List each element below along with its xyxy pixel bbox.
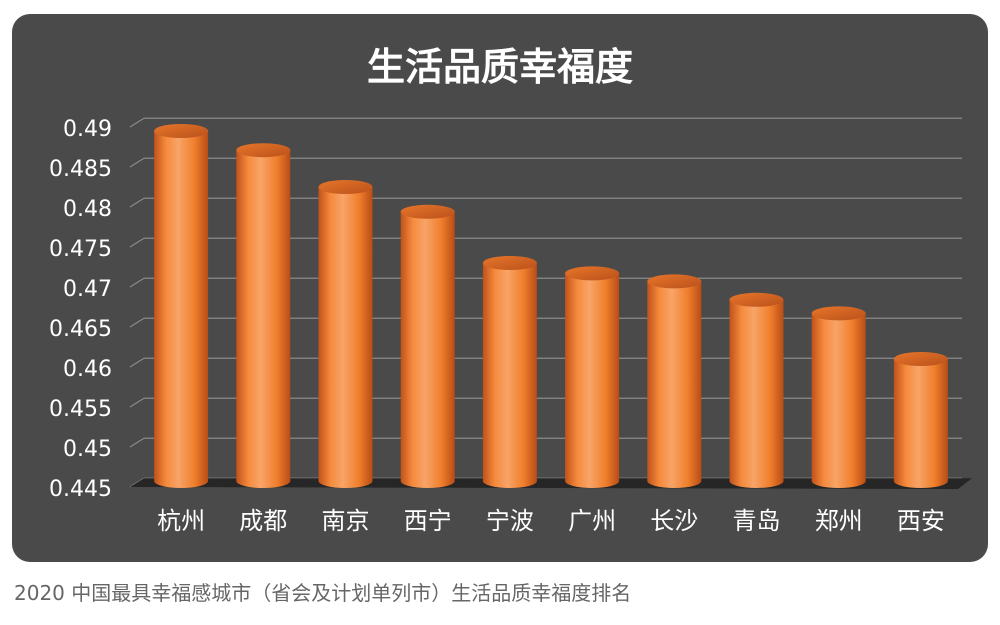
x-tick-label: 宁波 <box>486 507 534 535</box>
bar-body <box>647 281 702 488</box>
bar-cap <box>482 256 537 270</box>
bar-cap <box>236 143 291 158</box>
chart-panel: 生活品质幸福度 0.445 0.45 0.455 0.46 0.465 0.47 0.475… <box>12 14 988 562</box>
bar-body <box>482 263 537 488</box>
x-tick-label: 青岛 <box>733 507 781 535</box>
bar-body <box>154 131 209 488</box>
bar-chart: 生活品质幸福度 0.445 0.45 0.455 0.46 0.465 0.47 0.475… <box>49 45 972 535</box>
bar-cap <box>811 306 866 321</box>
x-tick-label: 郑州 <box>815 507 863 535</box>
gridline-depth <box>129 117 145 128</box>
bar <box>154 124 209 488</box>
bar-body <box>811 313 866 488</box>
figure-caption: 2020 中国最具幸福感城市（省会及计划单列市）生活品质幸福度排名 <box>14 581 632 605</box>
bar <box>647 274 702 488</box>
bars <box>154 124 948 489</box>
x-tick-label: 西宁 <box>404 507 452 535</box>
bar <box>893 352 948 488</box>
gridline-depth <box>129 317 145 328</box>
y-tick-label: 0.46 <box>63 357 112 382</box>
x-axis: 杭州 成都 南京 西宁 宁波 广州 长沙 青岛 郑州 西安 <box>157 507 945 535</box>
gridline-depth <box>129 237 145 248</box>
x-tick-label: 成都 <box>239 507 287 535</box>
x-tick-label: 杭州 <box>157 507 205 535</box>
bar-cap <box>154 124 209 138</box>
bar <box>236 143 291 488</box>
gridline-depth <box>129 437 145 448</box>
bar-cap <box>565 266 620 281</box>
bar <box>729 292 784 488</box>
bar-body <box>318 187 373 488</box>
y-tick-label: 0.445 <box>49 477 112 502</box>
bar-cap <box>893 352 948 366</box>
bar-cap <box>729 292 784 307</box>
bar <box>565 266 620 488</box>
y-tick-label: 0.475 <box>49 237 112 262</box>
x-tick-label: 西安 <box>897 507 945 535</box>
bar-body <box>400 211 455 489</box>
bar-body <box>729 299 784 488</box>
bar-cap <box>647 274 702 289</box>
bar <box>482 256 537 488</box>
gridline-depth <box>129 157 145 168</box>
y-tick-label: 0.485 <box>49 157 112 182</box>
bar-body <box>565 273 620 488</box>
x-tick-label: 广州 <box>568 507 616 535</box>
y-tick-label: 0.48 <box>63 197 112 222</box>
y-tick-label: 0.49 <box>63 117 112 142</box>
bar <box>811 306 866 488</box>
bar-cap <box>400 204 455 219</box>
y-tick-label: 0.45 <box>63 437 112 462</box>
bar <box>318 180 373 488</box>
y-tick-label: 0.47 <box>63 277 112 302</box>
x-tick-label: 长沙 <box>650 507 698 535</box>
chart-title: 生活品质幸福度 <box>367 45 633 89</box>
gridline-depth <box>129 277 145 288</box>
bar-body <box>236 150 291 488</box>
gridline-depth <box>129 197 145 208</box>
y-tick-label: 0.455 <box>49 397 112 422</box>
y-tick-label: 0.465 <box>49 317 112 342</box>
bar-body <box>893 359 948 488</box>
gridline-depth <box>129 357 145 368</box>
gridline-depth <box>129 397 145 408</box>
bar <box>400 204 455 489</box>
x-tick-label: 南京 <box>322 507 370 535</box>
bar-cap <box>318 180 373 194</box>
y-axis: 0.445 0.45 0.455 0.46 0.465 0.47 0.475 0.48 0.48… <box>49 117 112 502</box>
